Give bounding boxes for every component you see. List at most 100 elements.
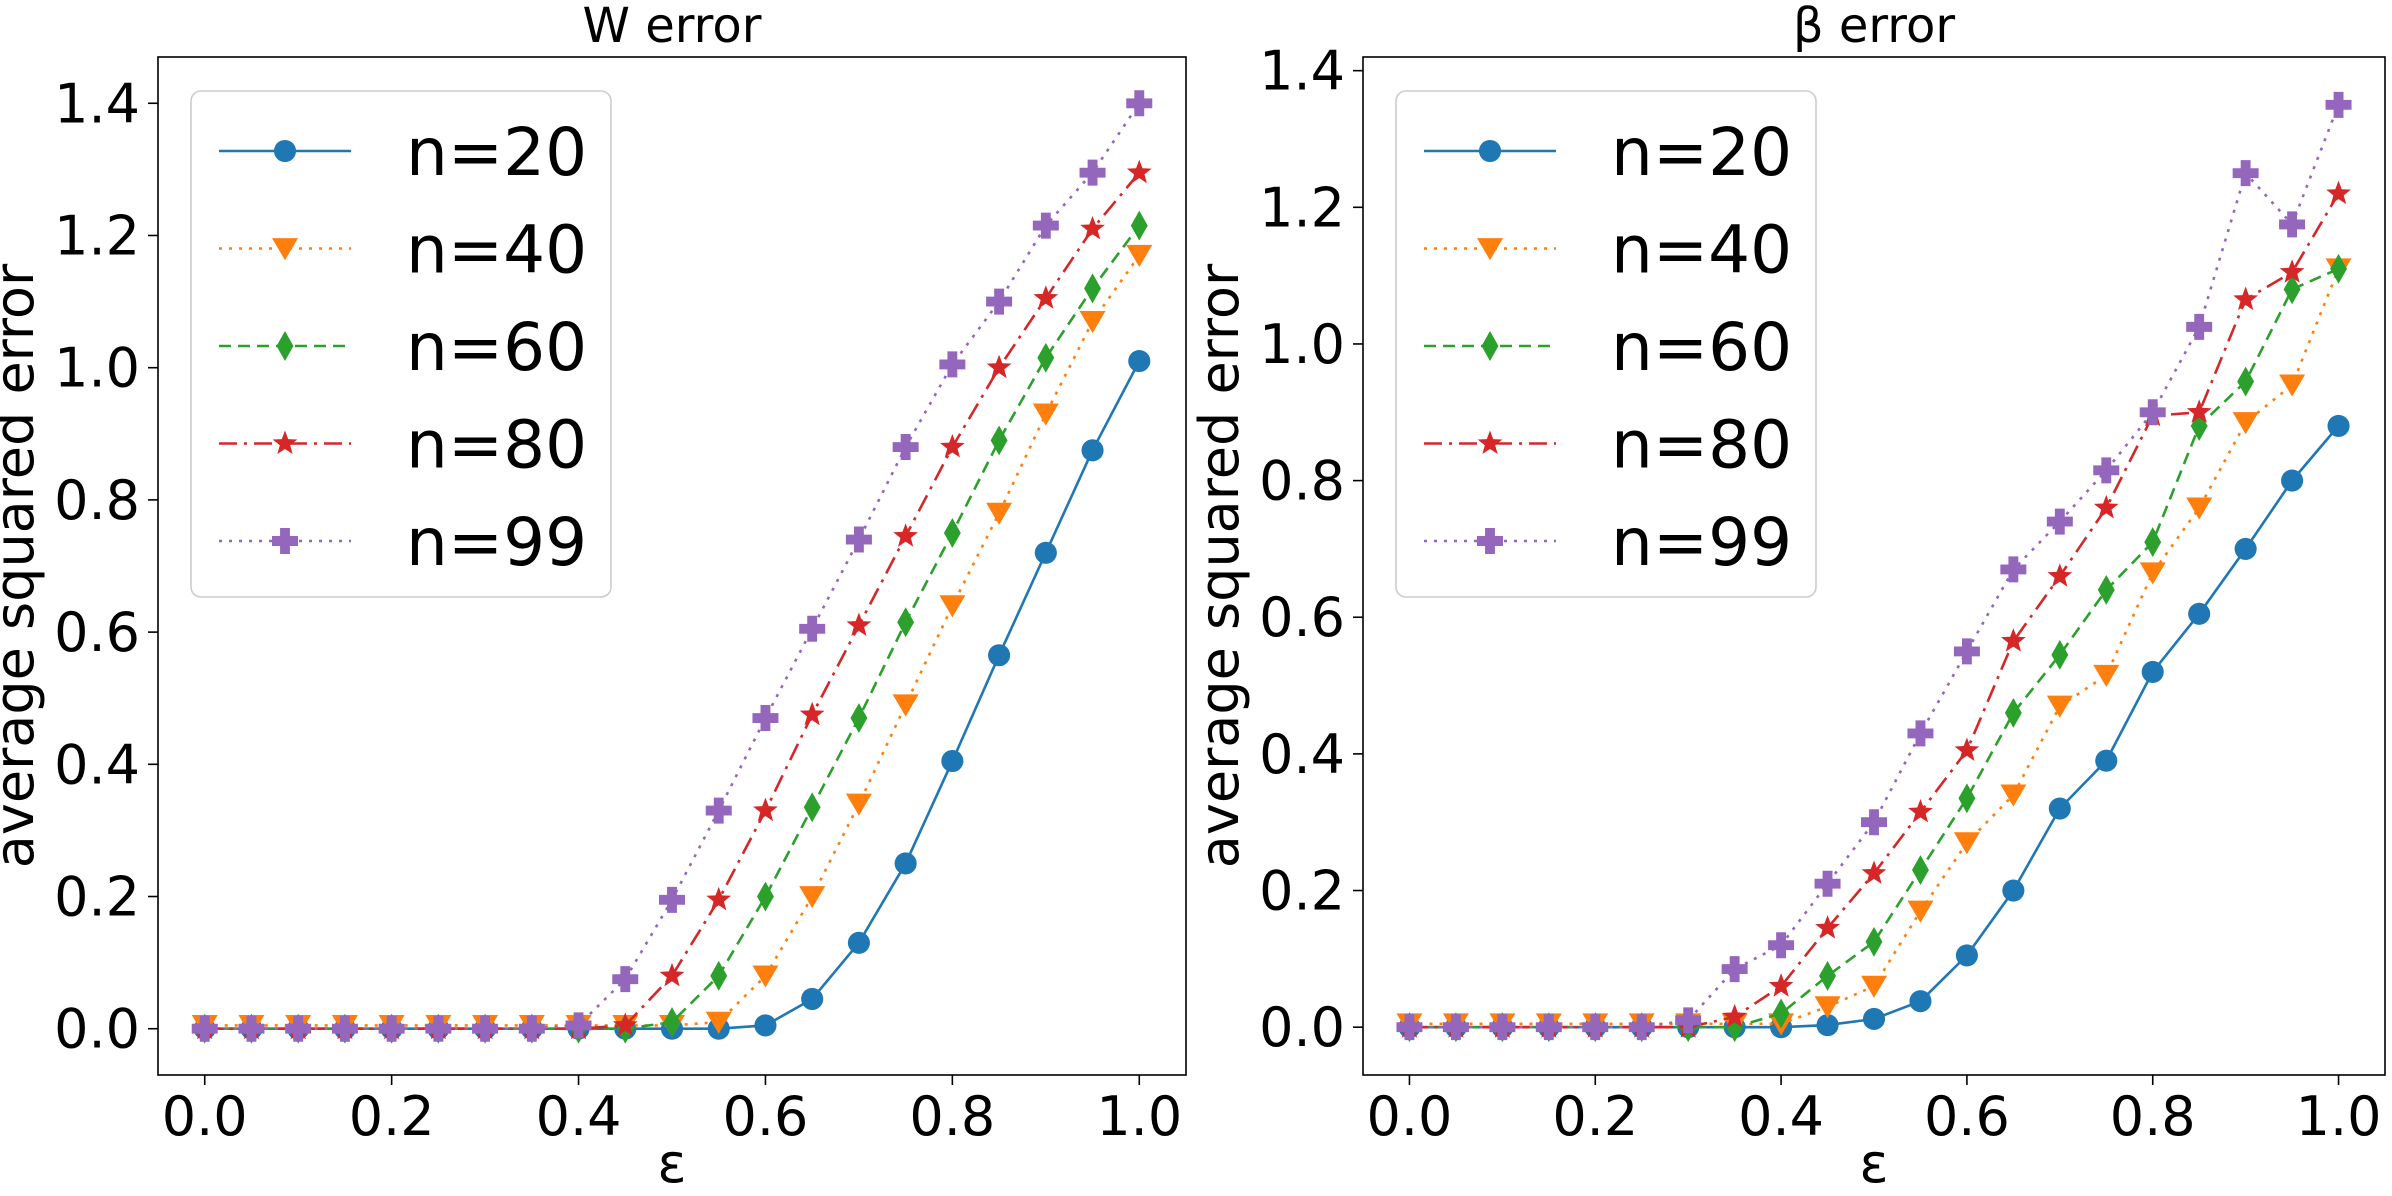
data-point	[752, 705, 779, 732]
data-point	[2095, 749, 2118, 772]
data-point	[892, 434, 919, 461]
data-point	[941, 749, 964, 773]
legend-entry-n-20: n=20	[219, 114, 587, 191]
data-point	[2000, 556, 2027, 583]
y-tick-label: 0.4	[1259, 723, 1345, 786]
data-point	[1037, 342, 1055, 373]
chart-panel-beta-error: β error 0.0 0.2 0.4 0.6 0.8 1.0 0.0 0.2 0.4 0.6 0.8…	[1188, 0, 2386, 1195]
legend-marker	[1477, 528, 1503, 554]
legend-label: n=99	[406, 504, 587, 581]
data-point	[612, 966, 639, 993]
legend-label: n=80	[406, 407, 587, 484]
legend-frame	[1395, 90, 1817, 598]
data-point	[285, 1015, 312, 1042]
data-point	[801, 987, 824, 1011]
data-point	[2232, 160, 2259, 187]
y-tick-label: 0.2	[1259, 860, 1345, 923]
x-axis-label: ε	[1859, 1132, 1888, 1195]
data-point	[1033, 285, 1059, 309]
data-point	[1396, 1014, 1423, 1041]
legend-marker	[273, 139, 297, 163]
data-point	[2139, 399, 2166, 426]
data-point	[1675, 1007, 1702, 1034]
legend-entry-n-40: n=40	[219, 212, 587, 289]
data-point	[799, 886, 826, 909]
data-point	[2279, 259, 2305, 283]
data-point	[1079, 159, 1106, 186]
data-point	[845, 793, 872, 816]
data-point	[2141, 660, 2164, 683]
chart-title: β error	[1793, 0, 1955, 54]
data-point	[2279, 211, 2306, 238]
data-point	[990, 425, 1008, 456]
data-point	[2233, 286, 2258, 311]
data-point	[986, 354, 1012, 379]
data-point	[1912, 855, 1929, 885]
y-tick-label: 0.6	[1259, 586, 1345, 649]
data-point	[939, 351, 966, 378]
data-point	[1958, 783, 1976, 814]
chart-panel-w-error: W error 0.0 0.2 0.4 0.6 0.8 1.0 0.0 0.2 0.4 0.6 0.8…	[0, 0, 1187, 1195]
data-point	[1861, 860, 1887, 884]
data-point	[943, 517, 961, 548]
legend-entry-n-99: n=99	[219, 504, 587, 581]
y-axis-label: average squared error	[0, 263, 46, 868]
legend-marker	[1481, 331, 1499, 361]
x-tick-label: 1.0	[1096, 1085, 1182, 1148]
y-tick-label: 1.0	[1259, 313, 1345, 376]
x-tick-label: 0.6	[1924, 1085, 2010, 1148]
data-point	[1084, 273, 1101, 304]
data-point	[894, 852, 917, 875]
x-axis-label: ε	[657, 1132, 686, 1195]
data-point	[2144, 527, 2162, 558]
data-point	[1126, 244, 1153, 268]
data-point	[988, 644, 1011, 667]
y-tick-label: 1.2	[1259, 176, 1345, 239]
data-point	[2232, 412, 2259, 435]
data-point	[1955, 944, 1978, 967]
data-point	[1080, 215, 1105, 240]
data-point	[425, 1015, 452, 1042]
legend-marker	[1477, 238, 1503, 261]
data-point	[2047, 563, 2073, 587]
legend-label: n=60	[1611, 309, 1792, 386]
data-point	[757, 881, 774, 912]
data-point	[2237, 366, 2255, 397]
legend-marker	[272, 238, 298, 261]
data-point	[893, 523, 918, 547]
data-point	[2327, 414, 2350, 437]
data-point	[659, 886, 685, 913]
data-point	[1032, 403, 1059, 426]
x-tick-label: 0.8	[909, 1085, 995, 1148]
data-point	[1128, 350, 1151, 373]
data-point	[472, 1015, 499, 1042]
data-point	[378, 1015, 405, 1042]
data-point	[2330, 253, 2347, 284]
legend-label: n=20	[1611, 114, 1792, 191]
x-tick-label: 0.2	[349, 1085, 435, 1148]
data-point	[565, 1012, 592, 1039]
data-point	[2001, 628, 2026, 652]
y-tick-label: 1.2	[54, 204, 140, 267]
data-point	[2000, 784, 2027, 807]
series-n-99	[1396, 91, 2352, 1041]
data-point	[940, 434, 965, 458]
y-tick-label: 1.0	[54, 337, 140, 400]
data-point	[1908, 798, 1933, 823]
data-point	[1816, 1014, 1839, 1037]
legend-marker	[272, 528, 298, 554]
legend-label: n=60	[406, 309, 587, 386]
data-point	[2139, 562, 2166, 585]
y-tick-label: 1.4	[54, 72, 140, 135]
legend-entry-n-60: n=60	[219, 309, 587, 386]
data-point	[939, 595, 966, 618]
data-point	[659, 962, 685, 987]
data-point	[846, 612, 872, 637]
series-line	[204, 171, 1141, 1030]
data-point	[803, 792, 821, 823]
data-point	[845, 526, 872, 553]
data-point	[1865, 926, 1883, 957]
data-point	[2279, 374, 2306, 397]
data-point	[2326, 180, 2351, 205]
data-point	[986, 502, 1013, 525]
